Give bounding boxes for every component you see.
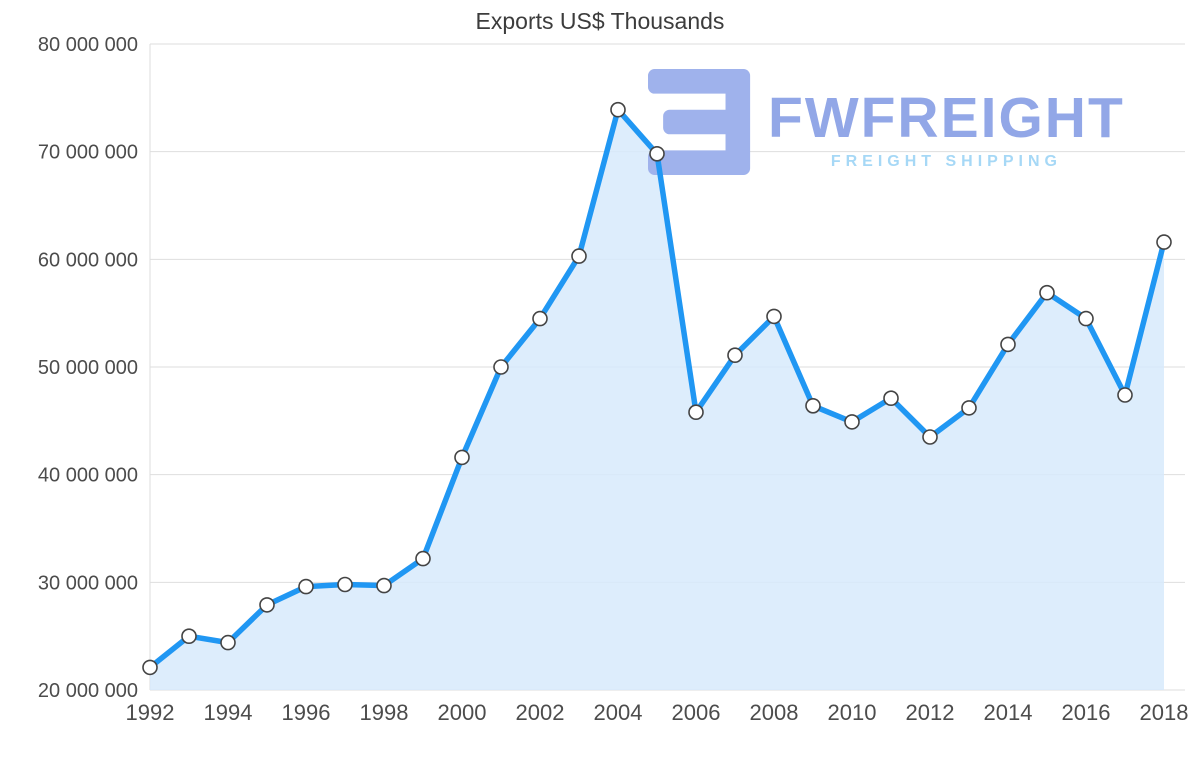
svg-text:2010: 2010 [828, 700, 877, 725]
fwfreight-logo-icon [648, 69, 751, 175]
svg-text:50 000 000: 50 000 000 [38, 357, 138, 379]
svg-text:2004: 2004 [594, 700, 643, 725]
watermark: FWFREIGHT FREIGHT SHIPPING [648, 66, 1125, 178]
svg-text:20 000 000: 20 000 000 [38, 680, 138, 702]
svg-text:2014: 2014 [984, 700, 1033, 725]
svg-text:70 000 000: 70 000 000 [38, 142, 138, 164]
svg-text:80 000 000: 80 000 000 [38, 34, 138, 56]
svg-text:2006: 2006 [672, 700, 721, 725]
svg-text:2012: 2012 [906, 700, 955, 725]
svg-text:1996: 1996 [282, 700, 331, 725]
svg-text:2002: 2002 [516, 700, 565, 725]
svg-text:1998: 1998 [360, 700, 409, 725]
svg-text:1992: 1992 [126, 700, 175, 725]
svg-text:2000: 2000 [438, 700, 487, 725]
svg-text:60 000 000: 60 000 000 [38, 249, 138, 271]
svg-text:2008: 2008 [750, 700, 799, 725]
svg-text:2016: 2016 [1062, 700, 1111, 725]
chart-title: Exports US$ Thousands [475, 8, 725, 34]
svg-text:2018: 2018 [1140, 700, 1189, 725]
watermark-text: FWFREIGHT FREIGHT SHIPPING [768, 66, 1125, 171]
watermark-brand: FWFREIGHT [768, 86, 1125, 150]
svg-text:40 000 000: 40 000 000 [38, 465, 138, 487]
svg-text:30 000 000: 30 000 000 [38, 572, 138, 594]
watermark-tagline: FREIGHT SHIPPING [830, 153, 1062, 170]
svg-text:1994: 1994 [204, 700, 253, 725]
